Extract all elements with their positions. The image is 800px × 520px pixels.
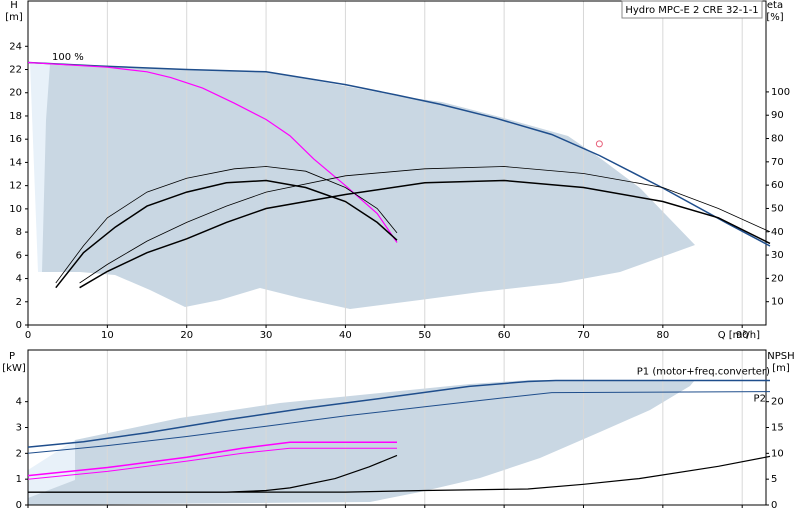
y2-tick-label: 100 — [771, 87, 790, 98]
x-label: Q [m³/h] — [718, 330, 760, 341]
duty-point — [595, 140, 603, 148]
series-line — [79, 166, 771, 284]
series-line — [27, 61, 771, 247]
series-line — [27, 61, 398, 243]
title-box — [621, 0, 763, 19]
y-tick-label: 6 — [16, 250, 22, 261]
y2-tick-label: 90 — [771, 110, 784, 121]
y2-tick-label: 10 — [771, 297, 784, 308]
y-tick-label: 4 — [16, 274, 22, 285]
y2-tick-label: 40 — [771, 227, 784, 238]
x-tick-label: 0 — [25, 330, 31, 341]
y-tick-label: 16 — [9, 134, 22, 145]
x-tick-label: 60 — [498, 330, 511, 341]
y-tick-label: 20 — [9, 88, 22, 99]
series-line — [55, 166, 398, 284]
y-tick-label: 2 — [16, 297, 22, 308]
x-tick-label: 80 — [656, 330, 669, 341]
y2-tick-label: 30 — [771, 250, 784, 261]
y2-tick-label: 15 — [771, 423, 784, 434]
chart-title: Hydro MPC-E 2 CRE 32-1-1 — [625, 5, 758, 16]
series-line — [79, 179, 771, 289]
series-line — [27, 391, 771, 454]
x-tick-label: 40 — [339, 330, 352, 341]
y-tick-label: 22 — [9, 65, 22, 76]
y2-tick-label: 10 — [771, 448, 784, 459]
y2-tick-label: 60 — [771, 180, 784, 191]
x-tick-label: 10 — [101, 330, 114, 341]
range-shade — [42, 64, 695, 309]
y-tick-label: 10 — [9, 204, 22, 215]
x-tick-label: 50 — [418, 330, 431, 341]
y2-unit: [m] — [772, 363, 790, 374]
y2-tick-label: 80 — [771, 134, 784, 145]
series-line — [27, 379, 770, 448]
y-tick-label: 4 — [16, 397, 22, 408]
series-line — [27, 441, 397, 477]
y-label: P — [9, 351, 15, 362]
y-tick-label: 12 — [9, 181, 22, 192]
y2-tick-label: 50 — [771, 203, 784, 214]
y2-tick-label: 0 — [771, 500, 777, 511]
annotation: 100 % — [52, 52, 84, 63]
y-tick-label: 0 — [16, 500, 22, 511]
y2-unit: [%] — [766, 12, 783, 23]
y-unit: [m] — [5, 12, 23, 23]
y2-label: NPSH — [767, 351, 794, 362]
y-tick-label: 2 — [16, 448, 22, 459]
y2-tick-label: 20 — [771, 273, 784, 284]
y-tick-label: 0 — [16, 320, 22, 331]
y-tick-label: 8 — [16, 227, 22, 238]
y-tick-label: 3 — [16, 423, 22, 434]
x-tick-label: 70 — [577, 330, 590, 341]
y-tick-label: 24 — [9, 41, 22, 52]
series-line — [27, 447, 397, 480]
y-unit: [kW] — [2, 363, 26, 374]
series-line — [55, 179, 398, 289]
y-tick-label: 18 — [9, 111, 22, 122]
x-tick-label: 30 — [260, 330, 273, 341]
x-tick-label: 90 — [736, 330, 749, 341]
y-label: H — [10, 0, 18, 11]
y2-tick-label: 70 — [771, 157, 784, 168]
y2-label: eta — [767, 0, 783, 11]
series-label: P2 — [754, 394, 766, 405]
y-tick-label: 1 — [16, 474, 22, 485]
y2-tick-label: 5 — [771, 474, 777, 485]
y-tick-label: 14 — [9, 157, 22, 168]
x-tick-label: 20 — [180, 330, 193, 341]
series-line — [28, 455, 771, 493]
series-label: P1 (motor+freq.converter) — [637, 366, 770, 377]
y2-tick-label: 20 — [771, 397, 784, 408]
plot-frame — [27, 0, 767, 326]
